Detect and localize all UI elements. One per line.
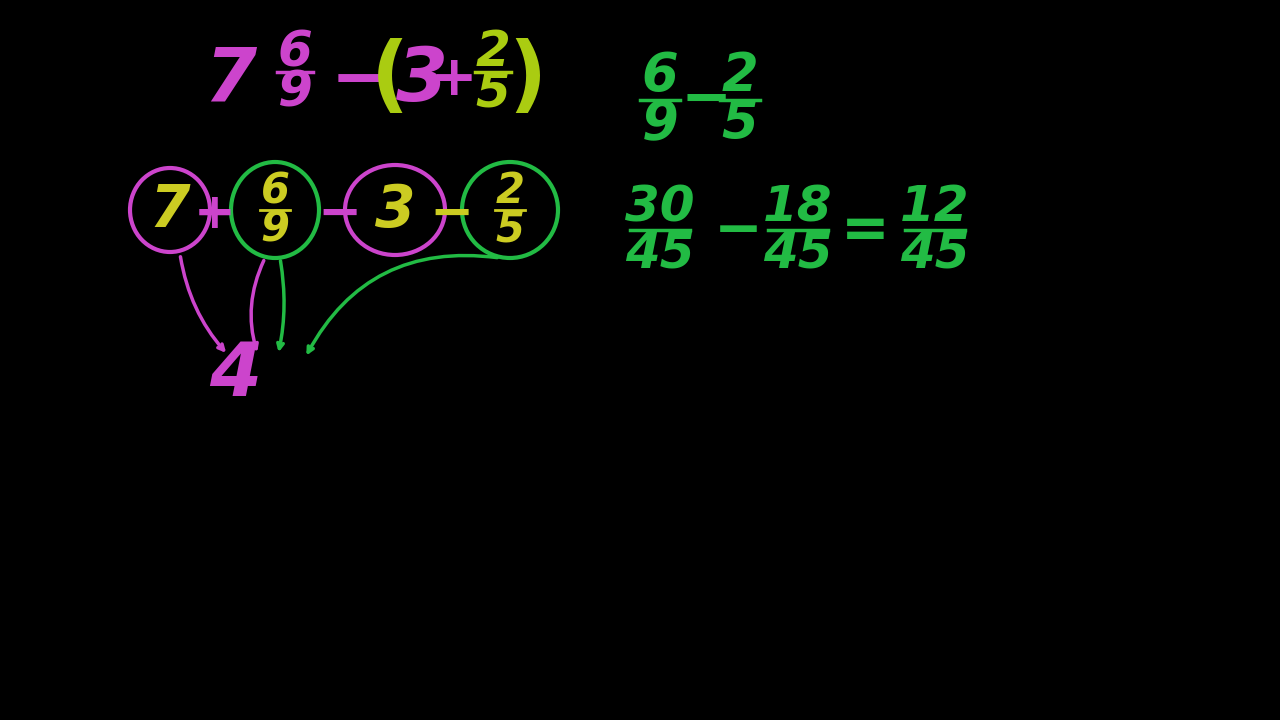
Text: 5: 5 [722,98,758,150]
Text: 7: 7 [204,43,256,117]
Text: −: − [713,202,763,258]
Text: 3: 3 [396,43,448,117]
Text: ): ) [508,37,547,119]
Text: 5: 5 [495,208,525,250]
Text: 18: 18 [763,183,833,231]
Text: 9: 9 [641,98,678,150]
Text: −: − [317,188,362,240]
Text: 45: 45 [625,229,695,277]
Text: =: = [841,202,890,258]
Text: 9: 9 [278,68,312,116]
Text: 45: 45 [900,229,970,277]
Text: 3: 3 [375,181,415,238]
Text: 6: 6 [261,170,289,212]
Text: 2: 2 [476,28,511,76]
Text: 5: 5 [476,68,511,116]
Text: 7: 7 [150,181,191,238]
Text: 45: 45 [763,229,833,277]
Text: 6: 6 [641,50,678,102]
Text: 2: 2 [495,170,525,212]
Text: −: − [430,188,474,240]
Text: 12: 12 [900,183,970,231]
Text: 9: 9 [261,208,289,250]
Text: 6: 6 [278,28,312,76]
Text: −: − [681,71,732,130]
Text: +: + [195,190,236,238]
Text: −: − [330,47,389,114]
Text: +: + [430,53,476,107]
Text: 2: 2 [722,50,758,102]
Text: (: ( [371,37,410,119]
Text: 4: 4 [209,338,261,412]
Text: 30: 30 [625,183,695,231]
